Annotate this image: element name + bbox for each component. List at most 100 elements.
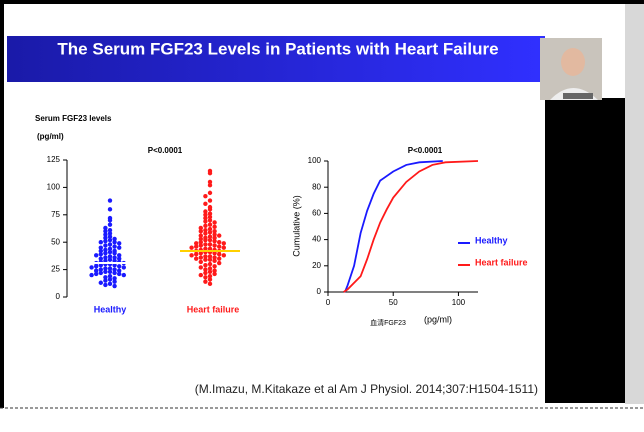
dot — [222, 253, 226, 257]
dot — [208, 207, 212, 211]
dot — [199, 260, 203, 264]
cdf-line — [345, 161, 443, 292]
dot — [208, 282, 212, 286]
dot — [103, 251, 107, 255]
y-tick-label: 20 — [312, 261, 321, 270]
dot — [208, 230, 212, 234]
legend-label: Healthy — [475, 235, 508, 245]
dot — [108, 207, 112, 211]
dot — [112, 271, 116, 275]
dot — [194, 244, 198, 248]
dot — [208, 218, 212, 222]
dot — [94, 253, 98, 257]
dot — [112, 244, 116, 248]
dot — [203, 202, 207, 206]
dot — [208, 183, 212, 187]
dot — [217, 261, 221, 265]
dot — [203, 258, 207, 262]
dot — [199, 273, 203, 277]
y-tick-label: 25 — [51, 265, 60, 274]
dot — [117, 272, 121, 276]
dot — [108, 258, 112, 262]
dot — [212, 264, 216, 268]
left-border — [0, 0, 4, 408]
dot — [203, 275, 207, 279]
y-label: Cumulative (%) — [291, 195, 301, 257]
dot — [103, 239, 107, 243]
dot — [199, 265, 203, 269]
dot — [208, 198, 212, 202]
x-tick-label: 0 — [326, 298, 331, 307]
dot — [199, 243, 203, 247]
dot — [212, 272, 216, 276]
dot — [212, 259, 216, 263]
dot — [122, 265, 126, 269]
y-tick-label: 75 — [51, 210, 60, 219]
y-tick-label: 125 — [47, 155, 61, 164]
dot — [199, 229, 203, 233]
dot — [203, 263, 207, 267]
dot — [108, 282, 112, 286]
dot — [203, 279, 207, 283]
dot — [108, 250, 112, 254]
y-tick-label: 80 — [312, 182, 321, 191]
y-label: Serum FGF23 levels — [35, 114, 112, 123]
cdf-line — [344, 161, 478, 292]
dot — [117, 264, 121, 268]
dot — [203, 231, 207, 235]
screen: The Serum FGF23 Levels in Patients with … — [0, 0, 644, 427]
citation: (M.Imazu, M.Kitakaze et al Am J Physiol.… — [195, 382, 538, 396]
dot — [89, 265, 93, 269]
dot — [212, 239, 216, 243]
dot — [199, 255, 203, 259]
annotation: P<0.0001 — [408, 146, 443, 155]
dot — [203, 194, 207, 198]
dot — [194, 256, 198, 260]
dot — [108, 198, 112, 202]
dot — [108, 222, 112, 226]
side-panel — [545, 98, 625, 403]
y-tick-label: 0 — [56, 292, 61, 301]
dot — [217, 256, 221, 260]
legend-label: Heart failure — [475, 257, 528, 267]
x-label: 血清FGF23 — [370, 318, 406, 327]
y-tick-label: 50 — [51, 237, 60, 246]
dot — [203, 242, 207, 246]
top-border — [0, 0, 644, 4]
dot — [122, 273, 126, 277]
side-strip — [625, 4, 644, 404]
x-tick-label: Heart failure — [187, 304, 240, 314]
dot — [203, 219, 207, 223]
webcam — [540, 38, 602, 100]
dot — [208, 238, 212, 242]
y-tick-label: 100 — [47, 183, 61, 192]
annotation: P<0.0001 — [148, 146, 183, 155]
dot — [203, 271, 207, 275]
dot — [89, 273, 93, 277]
dot — [108, 218, 112, 222]
dot — [217, 240, 221, 244]
dot — [99, 240, 103, 244]
y-tick-label: 0 — [317, 287, 322, 296]
dot — [117, 245, 121, 249]
dot — [217, 252, 221, 256]
dot — [208, 262, 212, 266]
dot — [189, 253, 193, 257]
dot — [103, 270, 107, 274]
dot — [99, 271, 103, 275]
dot — [208, 258, 212, 262]
x-tick-label: Healthy — [94, 304, 127, 314]
dot — [208, 191, 212, 195]
dot — [112, 284, 116, 288]
dot — [194, 252, 198, 256]
dot — [99, 281, 103, 285]
dot — [112, 240, 116, 244]
y-tick-label: 100 — [308, 156, 322, 165]
dot — [112, 279, 116, 283]
y-tick-label: 60 — [312, 209, 321, 218]
y-unit: (pg/ml) — [37, 132, 64, 141]
dot — [212, 243, 216, 247]
dot — [217, 233, 221, 237]
dot — [203, 224, 207, 228]
dot — [94, 264, 98, 268]
